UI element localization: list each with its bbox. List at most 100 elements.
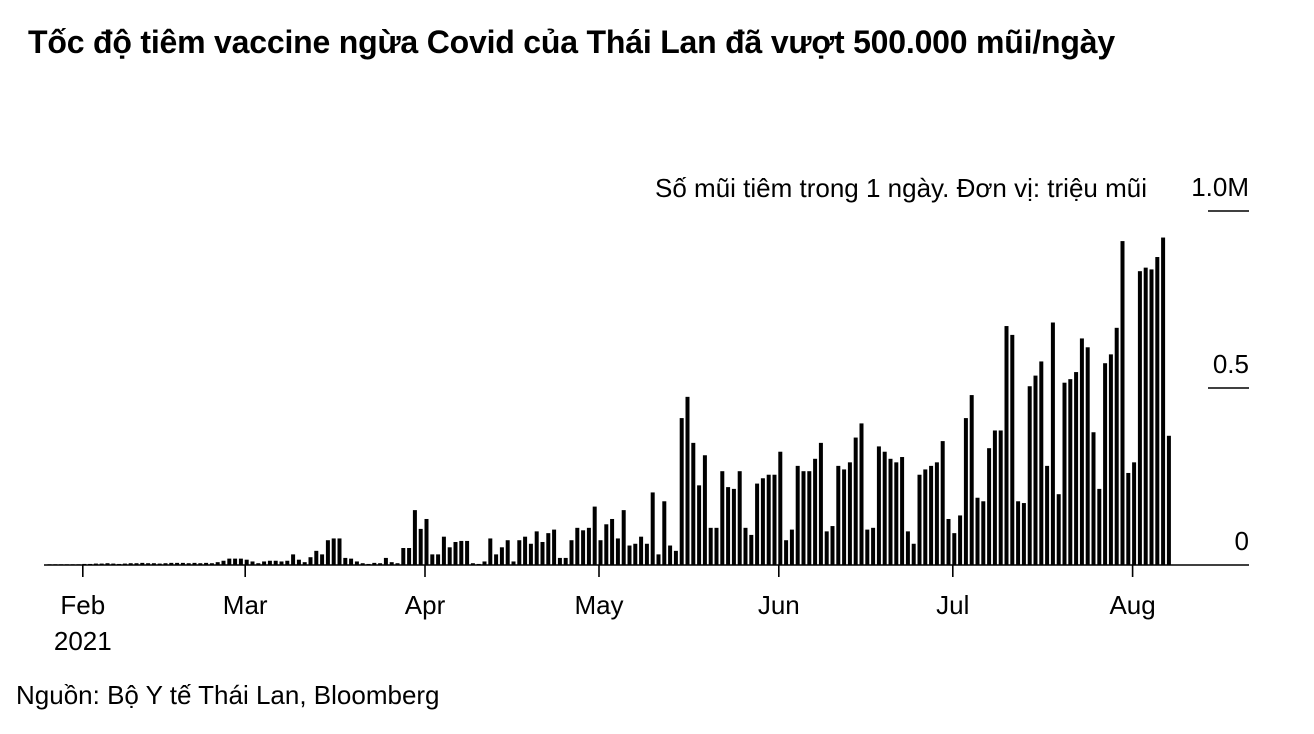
bar <box>534 531 539 565</box>
bar <box>929 465 934 565</box>
bar <box>842 469 847 565</box>
bar <box>656 554 661 565</box>
bar <box>992 430 997 565</box>
bar <box>250 561 255 565</box>
bar <box>720 471 725 565</box>
bar <box>418 528 423 565</box>
bar <box>192 562 197 565</box>
bar <box>320 554 325 565</box>
y-tick-label: 0 <box>1235 526 1249 556</box>
bar <box>818 442 823 565</box>
bar <box>186 563 191 565</box>
bar <box>146 563 151 565</box>
bar <box>940 441 945 565</box>
bar <box>105 563 110 565</box>
bar <box>1068 379 1073 565</box>
bar <box>372 562 377 565</box>
bar <box>488 538 493 565</box>
bar <box>610 518 615 565</box>
bar <box>650 492 655 565</box>
bar <box>1027 386 1032 565</box>
bar <box>853 437 858 565</box>
y-gridlines: 0 0.5 1.0M <box>1191 172 1249 556</box>
bar <box>453 541 458 565</box>
bar <box>981 501 986 565</box>
bar <box>917 474 922 565</box>
bar <box>784 540 789 565</box>
bar <box>215 562 220 565</box>
x-tick-label: Mar <box>223 590 268 620</box>
bar <box>378 563 383 565</box>
bar <box>511 561 516 565</box>
bar <box>697 485 702 565</box>
bar <box>1108 354 1113 565</box>
bar <box>1016 501 1021 565</box>
bar <box>540 541 545 565</box>
bar <box>325 540 330 565</box>
bar <box>256 563 261 565</box>
bar <box>836 465 841 565</box>
bar <box>714 527 719 565</box>
bar <box>969 395 974 565</box>
bar <box>499 547 504 565</box>
bar <box>557 557 562 565</box>
bar <box>134 563 139 565</box>
bar <box>198 563 203 565</box>
bar <box>1126 472 1131 565</box>
bar <box>273 560 278 565</box>
bar <box>151 563 156 565</box>
bar <box>604 524 609 565</box>
bar <box>470 563 475 565</box>
bar <box>1062 382 1067 565</box>
bar <box>975 497 980 565</box>
bar <box>505 540 510 565</box>
bar <box>871 527 876 565</box>
bar <box>824 531 829 565</box>
bar <box>592 506 597 565</box>
bar <box>424 518 429 565</box>
bar <box>459 540 464 565</box>
bar <box>354 561 359 565</box>
bar <box>743 527 748 565</box>
bar <box>644 543 649 565</box>
bar <box>401 548 406 565</box>
bar <box>395 563 400 565</box>
bar <box>1021 503 1026 565</box>
x-tick-label: Jul <box>936 590 969 620</box>
bar <box>923 469 928 565</box>
bar <box>749 534 754 565</box>
bar <box>627 545 632 565</box>
bar <box>813 458 818 565</box>
x-tick-label: Apr <box>405 590 446 620</box>
bar <box>1155 257 1160 565</box>
bar <box>958 515 963 565</box>
x-axis-ticks: Feb 2021 Mar Apr May Jun Jul Aug <box>54 565 1156 656</box>
bar <box>934 462 939 565</box>
bar <box>830 526 835 565</box>
bar <box>685 396 690 565</box>
bar <box>598 540 603 565</box>
bar <box>308 557 313 565</box>
bar <box>755 483 760 565</box>
bar <box>465 540 470 565</box>
bar <box>140 562 145 565</box>
bar <box>412 510 417 565</box>
bar <box>1132 462 1137 565</box>
bar <box>662 501 667 565</box>
bar <box>175 562 180 565</box>
bar <box>586 527 591 565</box>
bar <box>563 557 568 565</box>
bar <box>1079 338 1084 565</box>
bar <box>482 561 487 565</box>
x-tick-label: May <box>574 590 623 620</box>
bar <box>291 554 296 565</box>
bar <box>679 418 684 565</box>
chart-title: Tốc độ tiêm vaccine ngừa Covid của Thái … <box>28 24 1115 60</box>
bar <box>1166 435 1171 565</box>
bar <box>766 474 771 565</box>
bar <box>865 529 870 565</box>
x-tick-label: Feb <box>60 590 105 620</box>
bar <box>702 455 707 565</box>
bar <box>778 451 783 565</box>
bar <box>1085 347 1090 565</box>
